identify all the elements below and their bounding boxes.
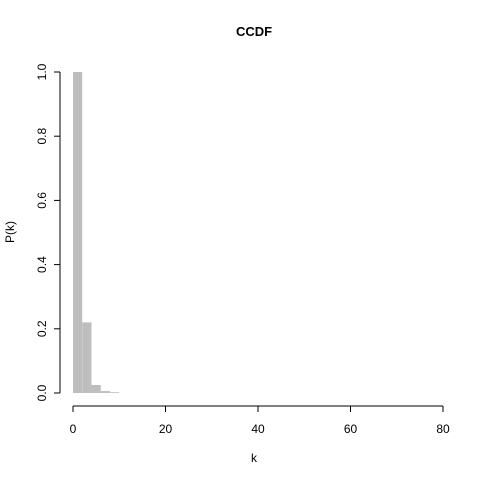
- y-tick-label-2: 0.4: [35, 256, 49, 273]
- bar-4: [110, 392, 120, 393]
- x-tick-label-3: 60: [344, 422, 358, 436]
- x-tick-label-0: 0: [70, 422, 77, 436]
- bar-3: [100, 391, 110, 393]
- x-axis-label: k: [251, 451, 258, 465]
- x-tick-label-2: 40: [251, 422, 265, 436]
- bar-1: [82, 322, 92, 393]
- y-tick-label-3: 0.6: [35, 192, 49, 209]
- axes-group: 0 20 40 60 80 0.0 0.2 0.4 0.6 0.8 1.0: [35, 63, 450, 436]
- bar-0: [73, 72, 83, 393]
- y-axis-label: P(k): [3, 221, 17, 243]
- y-tick-label-5: 1.0: [35, 63, 49, 80]
- y-tick-label-0: 0.0: [35, 384, 49, 401]
- y-tick-label-4: 0.8: [35, 128, 49, 145]
- y-tick-label-1: 0.2: [35, 320, 49, 337]
- x-tick-label-1: 20: [159, 422, 173, 436]
- chart-title: CCDF: [236, 24, 272, 39]
- bars-group: [73, 72, 120, 393]
- bar-2: [91, 384, 101, 393]
- x-tick-label-4: 80: [436, 422, 450, 436]
